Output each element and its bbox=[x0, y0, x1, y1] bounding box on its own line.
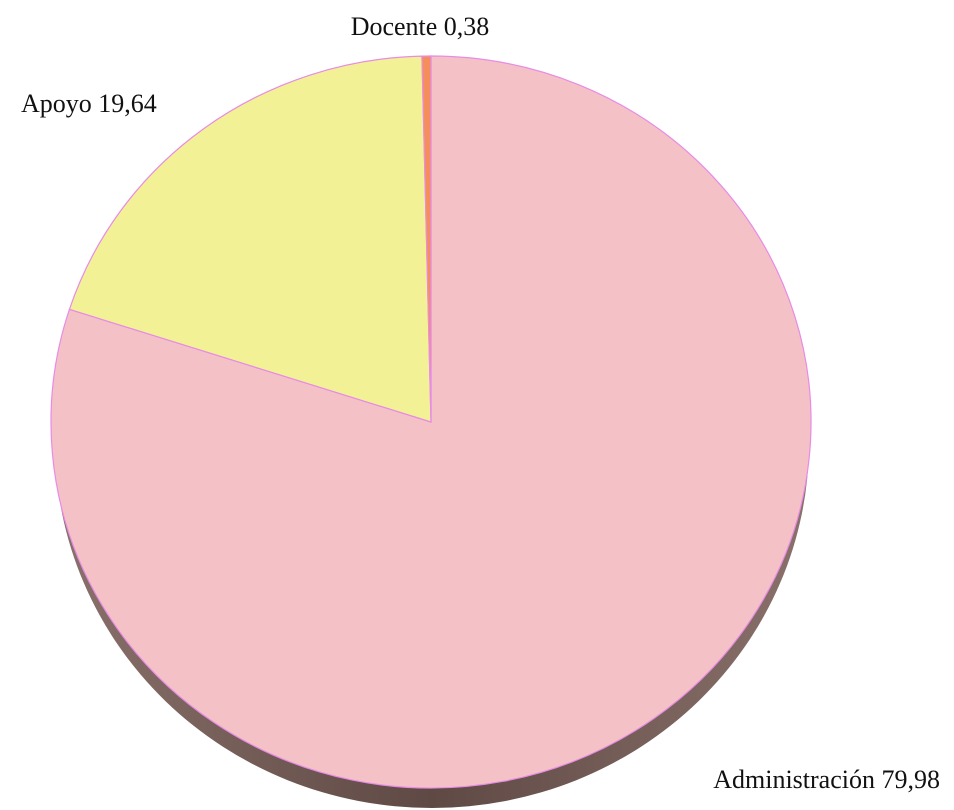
pie-slice-apoyo bbox=[68, 55, 432, 423]
slice-label-apoyo: Apoyo 19,64 bbox=[21, 89, 157, 118]
slice-label-docente: Docente 0,38 bbox=[351, 12, 490, 41]
pie-slice-docente bbox=[421, 55, 432, 423]
pie-slices bbox=[50, 55, 812, 789]
slice-label-administracion: Administración 79,98 bbox=[713, 765, 940, 794]
pie-labels: Administración 79,98 Apoyo 19,64 Docente… bbox=[21, 12, 940, 794]
